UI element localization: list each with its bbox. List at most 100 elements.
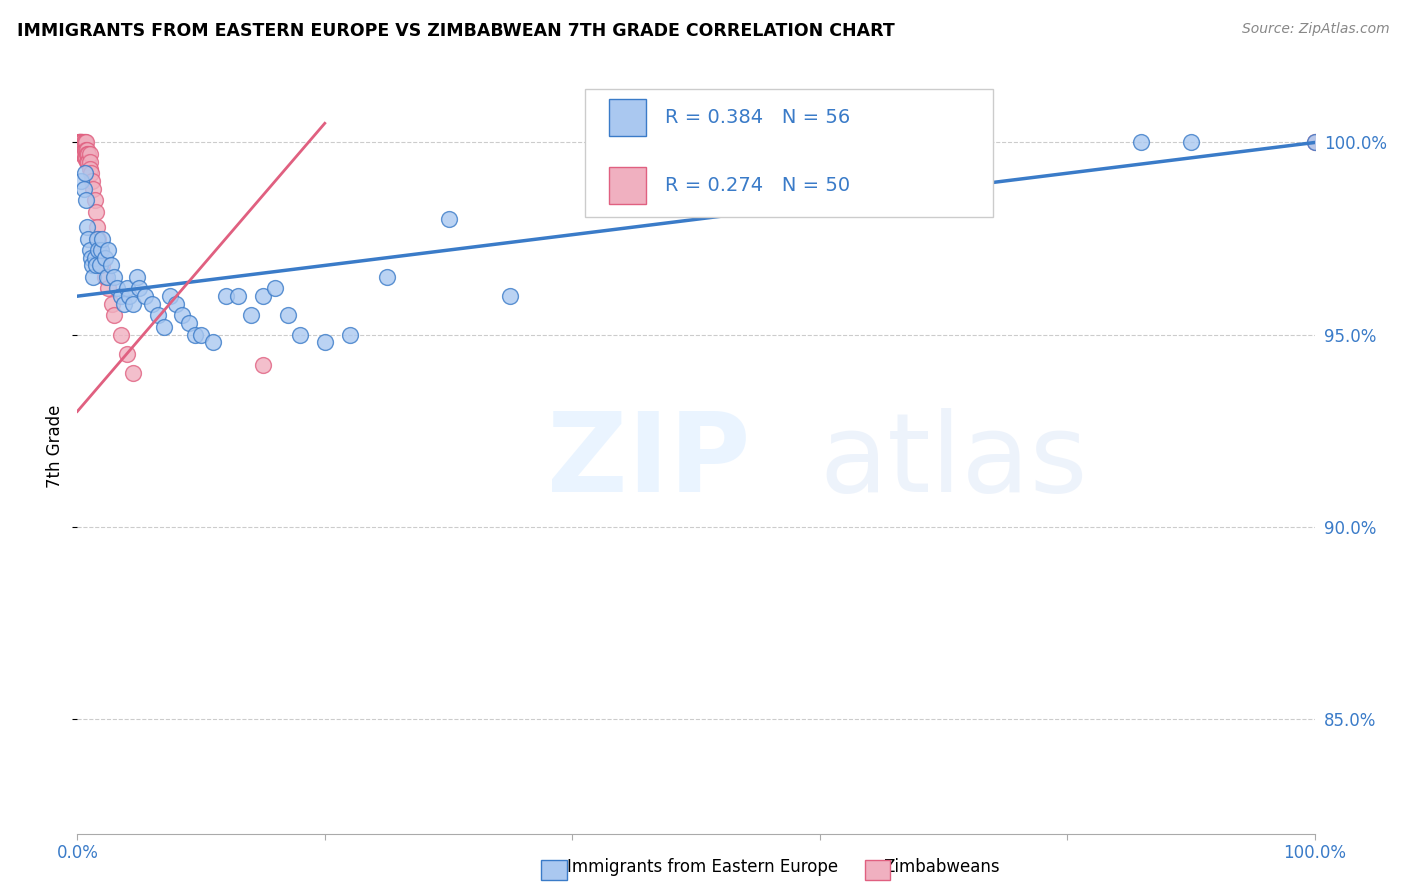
Point <box>277 309 299 323</box>
Point <box>79 162 101 177</box>
Point <box>105 281 128 295</box>
Point <box>93 251 115 265</box>
Point <box>79 154 101 169</box>
Point <box>80 251 103 265</box>
Point <box>76 154 98 169</box>
Point <box>499 289 522 303</box>
Y-axis label: 7th Grade: 7th Grade <box>46 404 65 488</box>
Point <box>91 231 114 245</box>
Point <box>77 154 100 169</box>
Text: R = 0.384   N = 56: R = 0.384 N = 56 <box>665 108 851 128</box>
Point <box>122 366 145 380</box>
Point <box>264 281 287 295</box>
Point <box>89 243 111 257</box>
Text: Zimbabweans: Zimbabweans <box>884 858 1000 876</box>
Point <box>122 297 145 311</box>
Point <box>73 151 96 165</box>
Text: IMMIGRANTS FROM EASTERN EUROPE VS ZIMBABWEAN 7TH GRADE CORRELATION CHART: IMMIGRANTS FROM EASTERN EUROPE VS ZIMBAB… <box>17 22 894 40</box>
Point <box>1303 136 1326 150</box>
Point <box>215 289 238 303</box>
Point <box>125 269 148 284</box>
Point <box>97 243 120 257</box>
Point <box>82 269 104 284</box>
Point <box>69 136 91 150</box>
Point <box>1303 136 1326 150</box>
Point <box>314 335 336 350</box>
Point <box>89 259 111 273</box>
Point <box>76 220 98 235</box>
Point <box>339 327 361 342</box>
Point <box>118 289 141 303</box>
Point <box>153 319 176 334</box>
Point <box>67 136 90 150</box>
Point <box>67 136 90 150</box>
Point <box>101 297 124 311</box>
Point <box>177 316 200 330</box>
FancyBboxPatch shape <box>585 89 993 217</box>
Point <box>91 259 114 273</box>
Point <box>73 136 96 150</box>
Text: atlas: atlas <box>820 408 1088 515</box>
Point <box>84 204 107 219</box>
Point <box>93 269 115 284</box>
Point <box>82 259 104 273</box>
Point <box>75 143 97 157</box>
Point <box>112 297 135 311</box>
Point <box>110 327 132 342</box>
Point <box>75 136 97 150</box>
Point <box>239 309 262 323</box>
Point <box>375 269 398 284</box>
Point <box>84 259 107 273</box>
Point <box>75 151 97 165</box>
Text: Source: ZipAtlas.com: Source: ZipAtlas.com <box>1241 22 1389 37</box>
Point <box>172 309 194 323</box>
Point <box>1180 136 1202 150</box>
Point <box>110 289 132 303</box>
Bar <box>609 167 647 204</box>
Point <box>202 335 225 350</box>
Point <box>86 231 108 245</box>
Point <box>97 281 120 295</box>
Point <box>141 297 163 311</box>
Point <box>146 309 169 323</box>
Point <box>87 231 110 245</box>
Point <box>1130 136 1153 150</box>
Point <box>103 309 125 323</box>
Point <box>76 147 98 161</box>
Point <box>75 193 97 207</box>
Point <box>79 147 101 161</box>
Point <box>82 181 104 195</box>
Bar <box>609 99 647 136</box>
Point <box>77 147 100 161</box>
Point <box>72 147 94 161</box>
Point <box>165 297 187 311</box>
Point <box>90 243 112 257</box>
Point <box>159 289 181 303</box>
Point <box>70 174 93 188</box>
Point <box>83 251 105 265</box>
Point <box>87 243 110 257</box>
Point <box>69 136 91 150</box>
Point <box>96 269 118 284</box>
Point <box>252 289 274 303</box>
Point <box>72 139 94 153</box>
Point <box>72 181 94 195</box>
Point <box>76 143 98 157</box>
Point <box>82 174 104 188</box>
Point <box>83 193 105 207</box>
Point <box>115 347 138 361</box>
Point <box>77 231 100 245</box>
Point <box>437 212 460 227</box>
Text: R = 0.274   N = 50: R = 0.274 N = 50 <box>665 176 851 194</box>
Point <box>86 220 108 235</box>
Point <box>72 136 94 150</box>
Point <box>70 139 93 153</box>
Point <box>72 147 94 161</box>
Point <box>115 281 138 295</box>
Point <box>73 143 96 157</box>
Point <box>184 327 207 342</box>
Point <box>128 281 150 295</box>
Point <box>72 136 94 150</box>
Point <box>72 143 94 157</box>
Point <box>73 166 96 180</box>
